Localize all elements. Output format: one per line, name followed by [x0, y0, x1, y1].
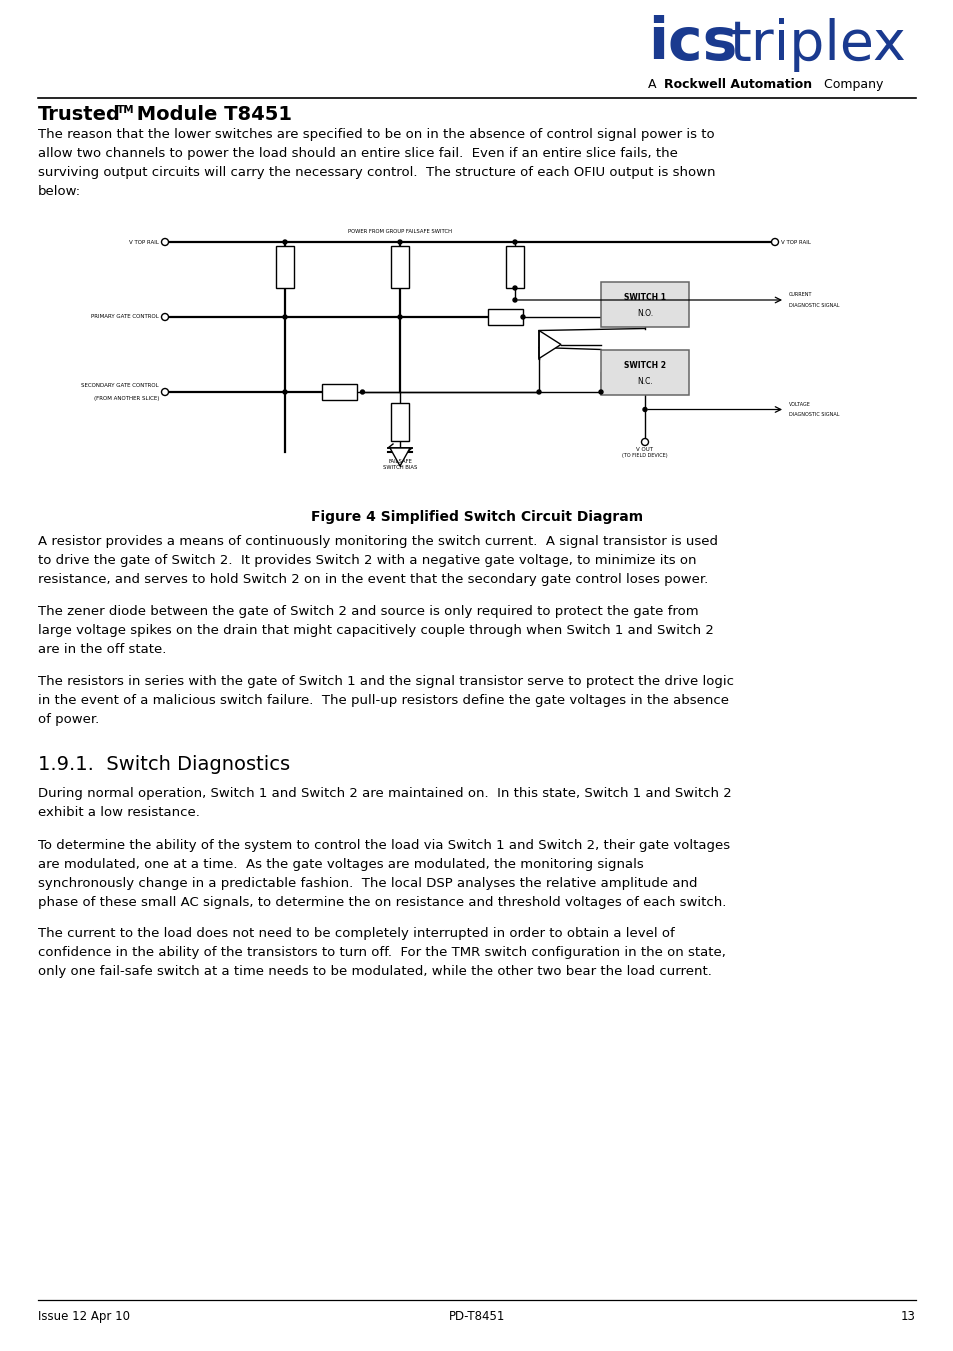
- Text: V TOP RAIL: V TOP RAIL: [781, 239, 810, 245]
- Text: N.O.: N.O.: [637, 308, 653, 317]
- Text: SECONDARY GATE CONTROL: SECONDARY GATE CONTROL: [81, 382, 159, 388]
- Circle shape: [520, 315, 524, 319]
- Circle shape: [397, 240, 401, 245]
- Bar: [391, 403, 409, 440]
- Text: Rockwell Automation: Rockwell Automation: [663, 78, 811, 91]
- Text: V OUT: V OUT: [636, 447, 653, 453]
- Text: The current to the load does not need to be completely interrupted in order to o: The current to the load does not need to…: [38, 927, 725, 978]
- Circle shape: [397, 315, 401, 319]
- Text: The zener diode between the gate of Switch 2 and source is only required to prot: The zener diode between the gate of Swit…: [38, 605, 713, 657]
- Text: To determine the ability of the system to control the load via Switch 1 and Swit: To determine the ability of the system t…: [38, 839, 729, 909]
- Circle shape: [283, 240, 287, 245]
- Text: Trusted: Trusted: [38, 105, 121, 124]
- Text: 1.9.1.  Switch Diagnostics: 1.9.1. Switch Diagnostics: [38, 755, 290, 774]
- Text: PD-T8451: PD-T8451: [448, 1310, 505, 1323]
- Text: ics: ics: [647, 15, 737, 72]
- Circle shape: [640, 439, 648, 446]
- Circle shape: [513, 286, 517, 290]
- Text: DIAGNOSTIC SIGNAL: DIAGNOSTIC SIGNAL: [788, 412, 839, 417]
- Circle shape: [161, 313, 169, 320]
- Text: The reason that the lower switches are specified to be on in the absence of cont: The reason that the lower switches are s…: [38, 128, 715, 199]
- Text: 13: 13: [901, 1310, 915, 1323]
- Polygon shape: [390, 449, 410, 466]
- Bar: [600, 350, 688, 394]
- Text: VOLTAGE: VOLTAGE: [788, 401, 810, 407]
- Circle shape: [161, 389, 169, 396]
- Text: V TOP RAIL: V TOP RAIL: [129, 239, 159, 245]
- Text: During normal operation, Switch 1 and Switch 2 are maintained on.  In this state: During normal operation, Switch 1 and Sw…: [38, 788, 731, 819]
- Circle shape: [537, 390, 540, 394]
- Text: Module T8451: Module T8451: [130, 105, 292, 124]
- Circle shape: [513, 240, 517, 245]
- Circle shape: [161, 239, 169, 246]
- Text: Issue 12 Apr 10: Issue 12 Apr 10: [38, 1310, 130, 1323]
- Bar: [391, 246, 409, 288]
- Text: DIAGNOSTIC SIGNAL: DIAGNOSTIC SIGNAL: [788, 303, 839, 308]
- Text: PRIMARY GATE CONTROL: PRIMARY GATE CONTROL: [91, 315, 159, 319]
- Text: N.C.: N.C.: [637, 377, 652, 385]
- Bar: [600, 281, 688, 327]
- Text: Company: Company: [820, 78, 882, 91]
- Text: (TO FIELD DEVICE): (TO FIELD DEVICE): [621, 453, 667, 458]
- Circle shape: [513, 299, 517, 303]
- Circle shape: [283, 315, 287, 319]
- Text: CURRENT: CURRENT: [788, 292, 812, 297]
- Text: FAILSAFE
SWITCH BIAS: FAILSAFE SWITCH BIAS: [382, 459, 416, 470]
- Text: TM: TM: [117, 105, 134, 115]
- Text: A resistor provides a means of continuously monitoring the switch current.  A si: A resistor provides a means of continuou…: [38, 535, 718, 586]
- Circle shape: [283, 390, 287, 394]
- Text: SWITCH 1: SWITCH 1: [623, 293, 665, 301]
- Bar: [505, 246, 523, 288]
- Text: SWITCH 2: SWITCH 2: [623, 361, 665, 370]
- Text: (FROM ANOTHER SLICE): (FROM ANOTHER SLICE): [93, 396, 159, 401]
- Circle shape: [642, 408, 646, 412]
- Text: triplex: triplex: [729, 18, 906, 72]
- Text: POWER FROM GROUP FAILSAFE SWITCH: POWER FROM GROUP FAILSAFE SWITCH: [348, 230, 452, 234]
- Circle shape: [360, 390, 364, 394]
- Text: A: A: [647, 78, 659, 91]
- Circle shape: [598, 390, 602, 394]
- Bar: [488, 309, 522, 326]
- Bar: [322, 384, 357, 400]
- Bar: [275, 246, 294, 288]
- Text: The resistors in series with the gate of Switch 1 and the signal transistor serv: The resistors in series with the gate of…: [38, 676, 733, 725]
- Circle shape: [771, 239, 778, 246]
- Text: Figure 4 Simplified Switch Circuit Diagram: Figure 4 Simplified Switch Circuit Diagr…: [311, 509, 642, 524]
- Polygon shape: [538, 331, 560, 358]
